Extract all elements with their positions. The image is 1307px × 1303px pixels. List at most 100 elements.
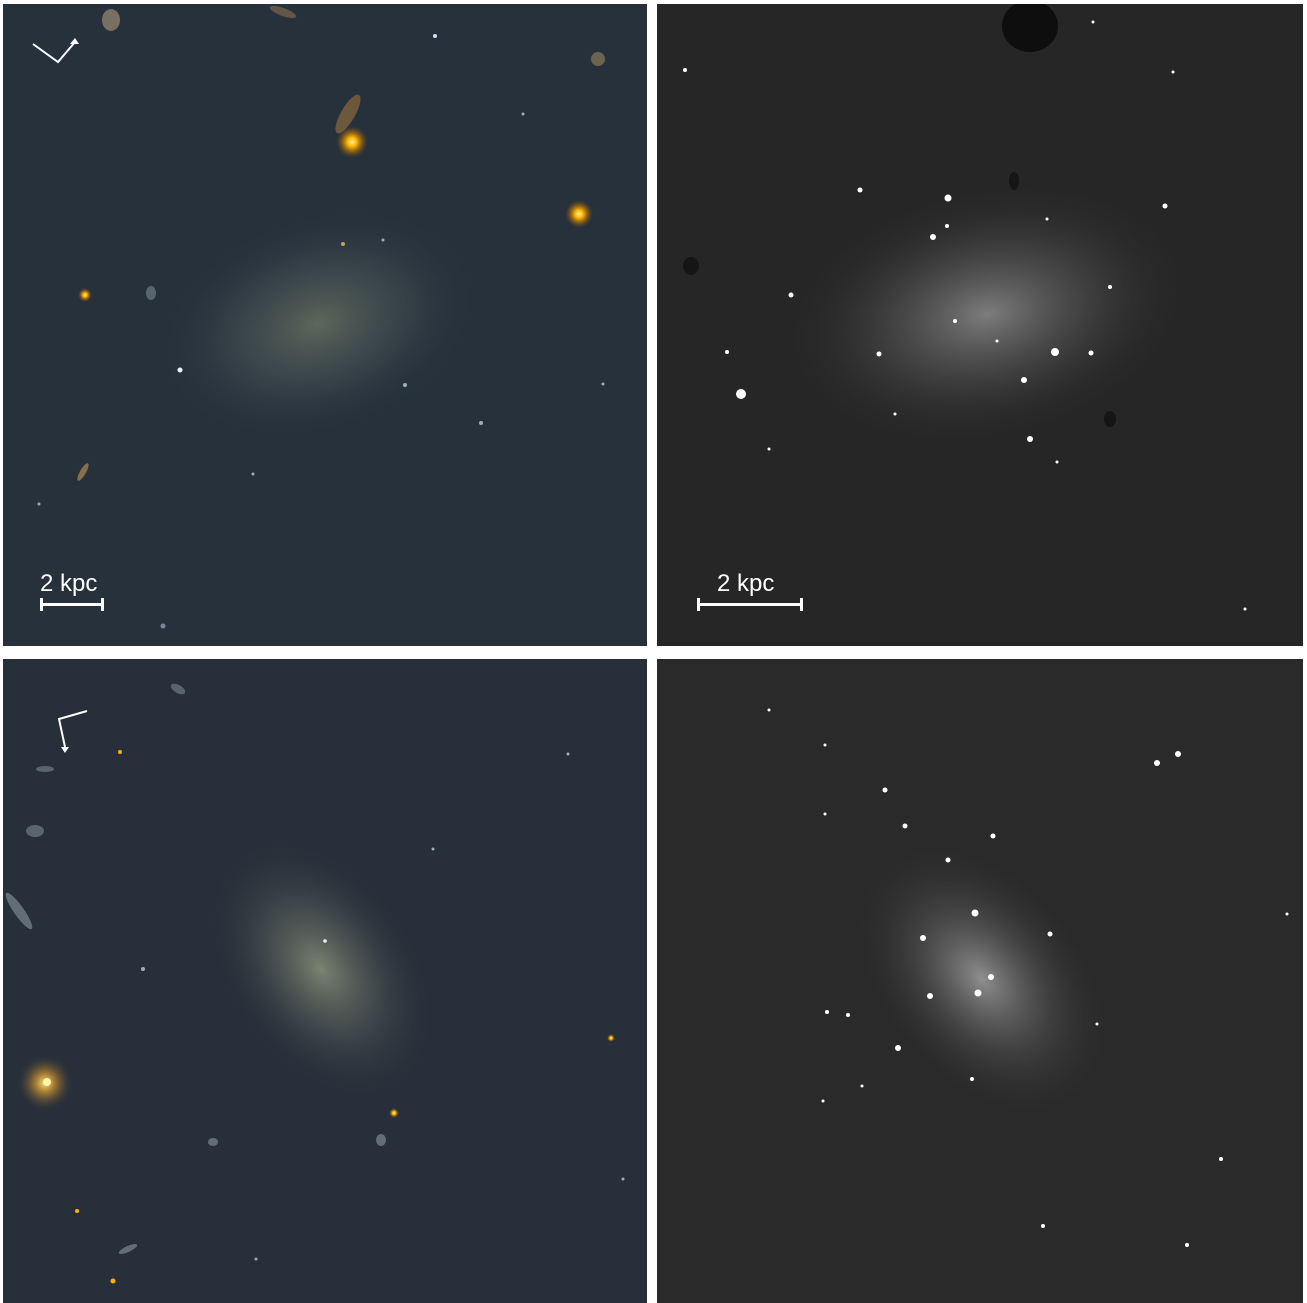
bright-star [565,200,593,228]
mono-image-bottom [767,708,1289,1247]
point-source [1162,203,1168,209]
background-galaxy [146,286,156,300]
background-galaxy [208,1138,218,1146]
point-source [1047,931,1053,937]
point-source [1285,912,1289,916]
point-source [930,234,936,240]
point-source [767,708,771,712]
point-source [566,752,570,756]
diffuse-galaxy [207,838,435,1100]
masked-region [1104,411,1116,427]
bright-star [607,1034,615,1042]
bright-star [389,1108,399,1118]
point-source [251,472,255,476]
background-galaxy [269,5,297,19]
diffuse-galaxy [779,179,1195,449]
color-image-panel-bottom [3,659,647,1303]
point-source [75,1209,79,1213]
point-source [893,412,897,416]
point-source [823,812,827,816]
point-source [1154,760,1160,766]
scale-bar: 2 kpc [40,570,104,611]
point-source [683,68,687,72]
point-source [953,319,957,323]
point-source [945,224,949,228]
mono-image-top [683,4,1247,611]
background-galaxy [591,52,605,66]
point-source [1171,70,1175,74]
point-source [825,1010,829,1014]
scale-bar-label: 2 kpc [717,570,775,597]
scale-bar: 2 kpc [697,570,803,611]
point-source [736,389,746,399]
point-source [971,909,979,917]
point-source [725,350,729,354]
point-source [1045,217,1049,221]
point-source [431,847,435,851]
background-galaxy [170,683,186,695]
point-source [927,993,933,999]
point-source [970,1077,974,1081]
point-source [1175,751,1181,757]
color-image-bottom [5,683,625,1284]
point-source [1088,350,1094,356]
background-galaxy [102,9,120,31]
point-source [860,1084,864,1088]
point-source [974,989,982,997]
background-galaxy [118,1243,138,1255]
compass-arrow-icon [32,38,79,64]
point-source [118,750,122,754]
compass-arrow-icon [57,710,88,753]
point-source [767,447,771,451]
masked-region [1002,4,1058,52]
point-source [1041,1224,1045,1228]
point-source [1091,20,1095,24]
point-source [944,194,952,202]
point-source [1021,377,1027,383]
background-galaxy [36,766,54,772]
point-source [1185,1243,1189,1247]
point-source [1055,460,1059,464]
point-source [876,351,882,357]
scale-bar-line [697,598,803,611]
point-source [1243,607,1247,611]
point-sources [767,708,1289,1247]
bright-star [43,1078,51,1086]
point-source [857,187,863,193]
point-source [254,1257,258,1261]
point-source [160,623,166,629]
point-source [1027,436,1033,442]
diffuse-galaxy [851,839,1113,1119]
point-source [1219,1157,1223,1161]
point-source [882,787,888,793]
point-source [1095,1022,1099,1026]
point-source [945,857,951,863]
mono-image-panel-top: 2 kpc [657,4,1303,646]
point-source [1108,285,1112,289]
point-source [846,1013,850,1017]
masked-region [1009,172,1019,190]
bright-star [336,126,368,158]
point-source [323,939,327,943]
bright-star [78,288,92,302]
mono-image-panel-bottom [657,659,1303,1303]
point-source [601,382,605,386]
point-source [521,112,525,116]
point-source [433,34,437,38]
point-source [621,1177,625,1181]
scale-bar-line [40,598,104,611]
point-sources [683,20,1247,611]
masked-region [683,257,699,275]
point-source [1051,348,1059,356]
point-source [823,743,827,747]
point-source [141,967,145,971]
background-galaxy [26,825,44,837]
point-source [821,1099,825,1103]
scale-bar-label: 2 kpc [40,570,98,597]
point-source [788,292,794,298]
color-image-top [32,5,605,629]
background-galaxy [376,1134,386,1146]
color-image-panel-top: 2 kpc [3,4,647,646]
point-source [110,1278,116,1284]
background-galaxy [335,94,361,134]
